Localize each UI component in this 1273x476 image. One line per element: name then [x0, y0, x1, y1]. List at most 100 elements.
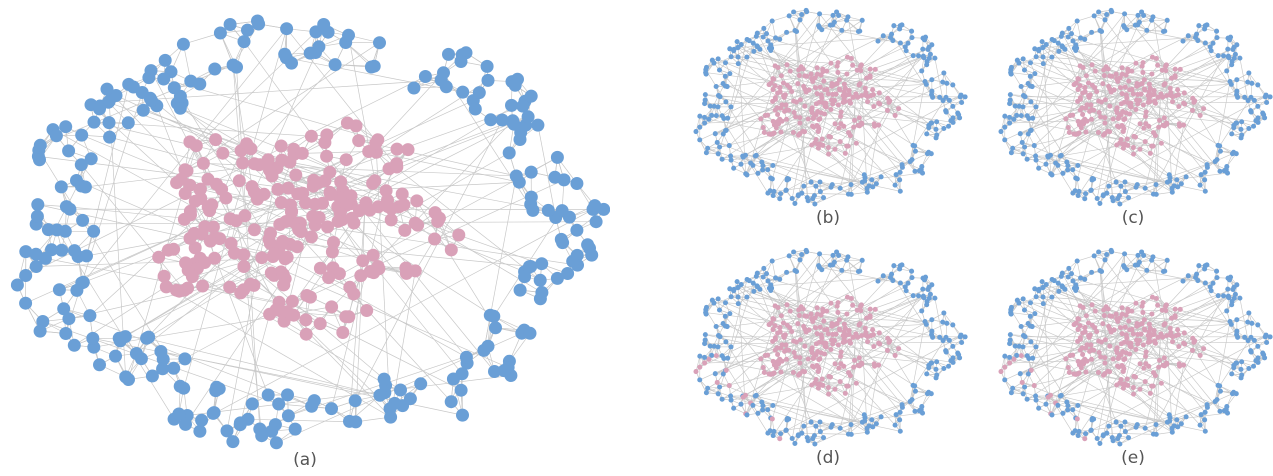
inner-node: [826, 151, 832, 157]
outer-node: [176, 37, 190, 51]
inner-node: [236, 156, 250, 170]
inner-node: [814, 91, 820, 97]
network-edge: [794, 30, 801, 100]
network-edge: [695, 116, 701, 132]
inner-node: [368, 174, 382, 188]
network-edge: [330, 72, 444, 195]
inner-node: [770, 98, 776, 104]
network-edge: [25, 76, 426, 276]
inner-node: [320, 149, 334, 163]
inner-node: [399, 266, 413, 280]
inner-node: [797, 97, 803, 103]
outer-node: [513, 133, 527, 146]
inner-node: [255, 251, 269, 265]
network-edge: [801, 192, 852, 195]
network-edge: [719, 125, 813, 148]
inner-node: [887, 98, 893, 104]
outer-node: [786, 13, 792, 19]
network-edge: [921, 153, 932, 167]
inner-node: [809, 105, 815, 111]
inner-node: [777, 89, 783, 95]
inner-node: [840, 99, 846, 105]
inner-node: [267, 268, 281, 282]
inner-node: [432, 211, 446, 225]
outer-node: [307, 394, 321, 408]
inner-node: [289, 168, 303, 182]
outer-node: [495, 113, 509, 127]
network-edge: [745, 44, 932, 156]
outer-node: [62, 312, 76, 326]
outer-node: [959, 99, 965, 106]
network-edge: [819, 26, 901, 44]
inner-node: [896, 106, 902, 112]
inner-node: [812, 140, 818, 146]
inner-node: [848, 55, 854, 62]
outer-node: [193, 77, 207, 91]
network-edge: [391, 152, 510, 221]
outer-node: [889, 31, 895, 37]
inner-node: [828, 60, 834, 66]
outer-node: [33, 324, 47, 338]
network-edge: [828, 55, 924, 155]
outer-node: [241, 23, 254, 37]
inner-node: [401, 143, 415, 157]
network-edge: [794, 30, 804, 87]
inner-node: [803, 89, 809, 95]
inner-node: [379, 198, 393, 212]
inner-node: [826, 133, 832, 139]
outer-node: [516, 99, 530, 113]
inner-node: [871, 103, 877, 110]
outer-node: [220, 424, 234, 438]
network-edge: [755, 155, 863, 183]
inner-node: [323, 165, 337, 179]
outer-node: [937, 94, 943, 100]
network-edge: [537, 125, 557, 218]
outer-node: [145, 369, 159, 383]
inner-node: [308, 197, 322, 211]
network-edge: [737, 37, 891, 48]
outer-node: [278, 47, 292, 61]
network-edge: [337, 221, 463, 375]
inner-node: [177, 212, 191, 226]
outer-node: [136, 103, 150, 117]
inner-node: [397, 198, 411, 212]
outer-node: [442, 47, 455, 61]
network-edge: [184, 42, 380, 171]
network-edge: [865, 92, 937, 136]
outer-node: [33, 153, 46, 167]
outer-node: [561, 267, 575, 280]
outer-node: [407, 81, 421, 95]
network-edge: [848, 95, 856, 195]
inner-node: [795, 81, 801, 87]
inner-node: [223, 280, 237, 294]
outer-node: [178, 352, 192, 366]
network-edge: [839, 33, 892, 91]
inner-node: [808, 71, 814, 77]
inner-node: [339, 153, 353, 167]
outer-node: [518, 270, 532, 284]
network-edge: [243, 266, 284, 286]
outer-node: [269, 436, 283, 450]
network-edge: [244, 166, 397, 217]
outer-node: [208, 62, 222, 76]
network-edge: [878, 110, 888, 126]
outer-node: [502, 146, 516, 160]
network-edge: [152, 157, 558, 377]
outer-node: [349, 415, 363, 429]
inner-node: [299, 196, 312, 210]
outer-node: [245, 397, 259, 411]
inner-node: [313, 317, 327, 331]
inner-node: [838, 121, 844, 127]
network-edge: [376, 152, 541, 281]
outer-node: [521, 110, 535, 124]
inner-node: [857, 63, 863, 70]
outer-node: [513, 283, 527, 297]
outer-node: [348, 394, 362, 408]
inner-node: [280, 250, 294, 264]
outer-node: [19, 245, 33, 259]
inner-node: [770, 118, 776, 124]
outer-node: [456, 85, 470, 99]
network-edge: [757, 72, 945, 174]
inner-node: [410, 194, 424, 208]
inner-node: [334, 175, 348, 189]
